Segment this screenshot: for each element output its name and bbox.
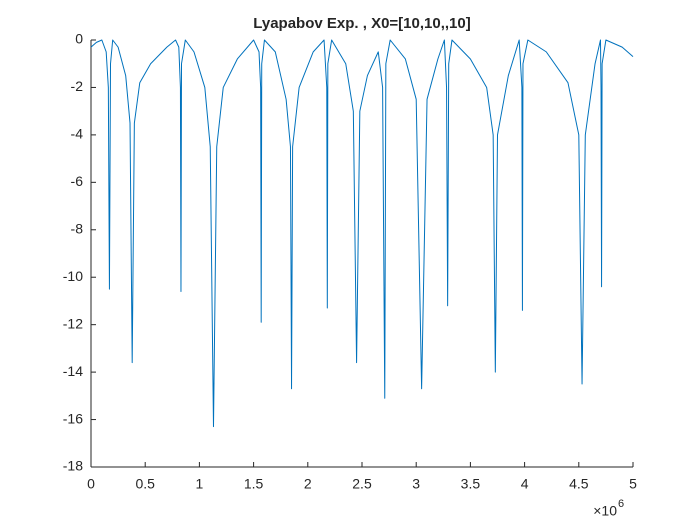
x-tick-label: 0.5 bbox=[135, 476, 155, 492]
y-tick-label: -18 bbox=[63, 458, 83, 474]
y-tick-label: -10 bbox=[63, 268, 83, 284]
y-tick-label: -2 bbox=[71, 78, 84, 94]
x-tick-label: 3 bbox=[412, 476, 420, 492]
x-exponent-base: ×10 bbox=[593, 503, 617, 519]
x-tick-label: 1.5 bbox=[244, 476, 264, 492]
x-tick-label: 5 bbox=[629, 476, 637, 492]
x-tick-label: 0 bbox=[87, 476, 95, 492]
y-tick-label: -8 bbox=[71, 220, 84, 236]
x-tick-label: 2.5 bbox=[352, 476, 372, 492]
y-tick-label: -16 bbox=[63, 410, 83, 426]
x-tick-label: 2 bbox=[304, 476, 312, 492]
line-series bbox=[90, 39, 634, 428]
y-tick-label: 0 bbox=[75, 31, 83, 47]
y-tick-label: -6 bbox=[71, 173, 84, 189]
x-tick-label: 4.5 bbox=[569, 476, 589, 492]
x-tick-label: 3.5 bbox=[461, 476, 481, 492]
chart-title: Lyapabov Exp. , X0=[10,10,,10] bbox=[253, 15, 470, 32]
y-tick-label: -4 bbox=[71, 126, 84, 142]
x-tick-label: 4 bbox=[521, 476, 529, 492]
y-tick-label: -14 bbox=[63, 363, 83, 379]
y-tick-label: -12 bbox=[63, 315, 83, 331]
x-exponent: 6 bbox=[618, 498, 624, 510]
x-tick-label: 1 bbox=[196, 476, 204, 492]
